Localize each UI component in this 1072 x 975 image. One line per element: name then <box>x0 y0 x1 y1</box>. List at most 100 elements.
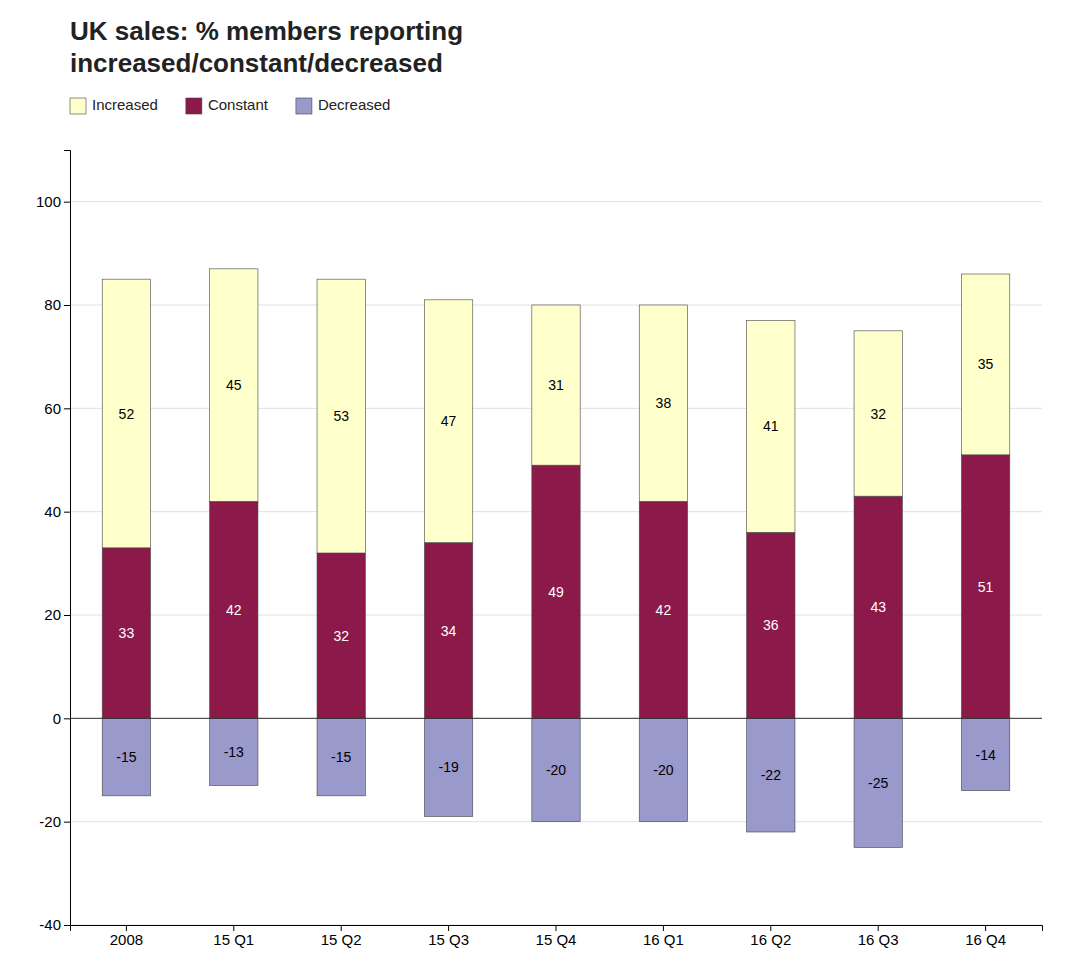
y-tick-mark <box>64 305 70 306</box>
x-tick-label: 15 Q4 <box>536 931 577 948</box>
x-tick: 15 Q4 <box>536 925 577 948</box>
data-label: -19 <box>438 759 458 775</box>
bar <box>532 305 580 465</box>
data-label: -15 <box>331 749 351 765</box>
data-label: 42 <box>656 602 672 618</box>
bar <box>424 300 472 543</box>
y-tick: -20 <box>39 813 70 830</box>
data-label: 52 <box>119 406 135 422</box>
legend-label: Increased <box>92 96 158 113</box>
bar <box>102 548 150 719</box>
legend-item: Increased <box>70 96 158 114</box>
grid-line <box>70 201 1042 202</box>
data-label: 32 <box>333 628 349 644</box>
data-label: 47 <box>441 413 457 429</box>
chart: UK sales: % members reportingincreased/c… <box>0 0 1072 975</box>
x-tick-label: 16 Q4 <box>965 931 1006 948</box>
data-label: 45 <box>226 377 242 393</box>
plot: -40 -20 0 20 40 60 80 100 2008 15 Q1 15 Q2 15 Q3 15 … <box>36 151 1043 948</box>
data-labels: -153352-134245-153253-193447-204931-2042… <box>116 356 996 791</box>
legend-swatch <box>296 98 312 114</box>
bar <box>532 718 580 821</box>
bar <box>854 496 902 718</box>
x-tick: 2008 <box>110 925 143 948</box>
x-tick-label: 16 Q1 <box>643 931 684 948</box>
data-label: 35 <box>978 356 994 372</box>
y-tick-mark <box>64 512 70 513</box>
legend-swatch <box>70 98 86 114</box>
data-label: 31 <box>548 377 564 393</box>
legend-swatch <box>186 98 202 114</box>
bar <box>424 718 472 816</box>
y-tick: 20 <box>44 606 70 623</box>
data-label: -14 <box>975 747 995 763</box>
data-label: 38 <box>656 395 672 411</box>
legend: Increased Constant Decreased <box>70 96 390 114</box>
grid-line <box>70 718 1042 719</box>
data-label: 34 <box>441 623 457 639</box>
bar <box>102 279 150 548</box>
legend-item: Decreased <box>296 96 391 114</box>
y-axis: -40 -20 0 20 40 60 80 100 <box>36 151 71 934</box>
data-label: -13 <box>224 744 244 760</box>
bar <box>639 718 687 821</box>
data-label: -15 <box>116 749 136 765</box>
data-label: -20 <box>653 762 673 778</box>
y-tick-mark <box>64 202 70 203</box>
zero-line <box>70 718 1042 719</box>
x-tick: 15 Q1 <box>213 925 254 948</box>
y-tick-label: 0 <box>53 710 61 727</box>
x-tick-label: 16 Q3 <box>858 931 899 948</box>
data-label: 32 <box>870 406 886 422</box>
legend-label: Constant <box>208 96 269 113</box>
grid <box>70 202 1042 925</box>
bar <box>424 543 472 719</box>
bar <box>961 455 1009 719</box>
x-tick: 15 Q2 <box>321 925 362 948</box>
y-tick: 100 <box>36 193 70 210</box>
y-tick-label: 60 <box>44 400 61 417</box>
bar <box>747 321 795 533</box>
x-tick-label: 15 Q1 <box>213 931 254 948</box>
bar <box>317 718 365 796</box>
y-tick-mark <box>64 718 70 719</box>
bar <box>854 331 902 496</box>
x-tick: 15 Q3 <box>428 925 469 948</box>
data-label: -22 <box>761 767 781 783</box>
y-tick-label: 20 <box>44 606 61 623</box>
y-tick: 80 <box>44 296 70 313</box>
bar <box>317 279 365 553</box>
x-tick: 16 Q1 <box>643 925 684 948</box>
data-label: -25 <box>868 775 888 791</box>
y-tick: -40 <box>39 916 70 933</box>
legend-item: Constant <box>186 96 269 114</box>
data-label: 41 <box>763 418 779 434</box>
bar <box>961 274 1009 455</box>
bars <box>102 269 1010 848</box>
bar <box>747 532 795 718</box>
bar <box>961 718 1009 790</box>
data-label: 36 <box>763 617 779 633</box>
bar <box>210 501 258 718</box>
data-label: 42 <box>226 602 242 618</box>
bar <box>747 718 795 832</box>
y-tick-label: 40 <box>44 503 61 520</box>
bar <box>639 305 687 501</box>
y-tick-mark <box>64 925 70 926</box>
x-tick: 16 Q3 <box>858 925 899 948</box>
data-label: 33 <box>119 625 135 641</box>
title: UK sales: % members reportingincreased/c… <box>70 16 463 78</box>
x-tick: 16 Q4 <box>965 925 1006 948</box>
y-tick-mark <box>64 615 70 616</box>
x-tick-label: 15 Q3 <box>428 931 469 948</box>
data-label: 43 <box>870 599 886 615</box>
data-label: 53 <box>333 408 349 424</box>
y-tick-label: 100 <box>36 193 61 210</box>
x-tick: 16 Q2 <box>750 925 791 948</box>
x-tick-label: 2008 <box>110 931 143 948</box>
legend-label: Decreased <box>318 96 391 113</box>
bar <box>102 718 150 796</box>
y-tick-label: -40 <box>39 916 61 933</box>
bar <box>317 553 365 718</box>
y-tick-label: -20 <box>39 813 61 830</box>
